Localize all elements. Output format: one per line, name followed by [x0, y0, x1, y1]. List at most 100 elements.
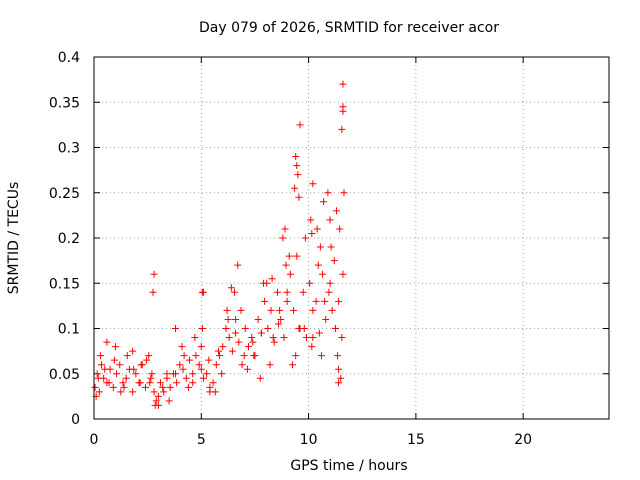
y-tick-label: 0.35 [49, 95, 80, 111]
data-points [91, 80, 348, 409]
data-point [163, 370, 171, 378]
data-point [241, 325, 249, 332]
data-point [334, 352, 342, 360]
data-point [280, 334, 288, 342]
data-point [225, 334, 233, 342]
data-point [95, 388, 103, 396]
data-point [240, 352, 248, 360]
data-point [176, 361, 184, 369]
data-point [110, 356, 118, 364]
data-point [337, 374, 345, 382]
data-point [105, 379, 113, 387]
data-point [267, 306, 275, 314]
data-point [308, 229, 316, 237]
data-point [166, 383, 174, 391]
data-point [324, 189, 332, 197]
data-point [149, 288, 157, 296]
data-point [250, 352, 258, 360]
data-point [180, 352, 188, 360]
data-point [296, 121, 304, 129]
data-point [335, 297, 343, 305]
data-point [235, 338, 243, 346]
data-point [339, 103, 347, 111]
data-point [119, 379, 127, 387]
y-tick-label: 0.4 [58, 50, 80, 66]
data-point [120, 383, 128, 391]
data-point [315, 329, 323, 337]
data-point [326, 216, 334, 224]
data-point [172, 370, 180, 378]
data-point [116, 361, 124, 369]
y-axis-label: SRMTID / TECUs [6, 182, 22, 295]
data-point [291, 184, 299, 192]
data-point [340, 189, 348, 197]
data-point [142, 383, 149, 391]
data-point [320, 198, 328, 206]
data-point [249, 338, 257, 346]
data-point [288, 361, 296, 369]
data-point [308, 343, 316, 351]
data-point [327, 243, 335, 251]
data-point [111, 343, 119, 351]
data-point [332, 207, 340, 215]
data-point [336, 225, 344, 233]
data-point [160, 388, 168, 396]
data-point [154, 392, 162, 400]
data-point [295, 193, 303, 201]
data-point [189, 379, 197, 387]
x-tick-label: 0 [90, 432, 99, 448]
data-point [117, 388, 125, 396]
data-point [222, 325, 230, 332]
data-point [322, 315, 330, 323]
data-point [293, 252, 301, 260]
data-point [339, 270, 347, 278]
data-point [302, 334, 310, 342]
data-point [130, 365, 138, 373]
data-point [197, 343, 205, 351]
data-point [206, 388, 214, 396]
data-point [248, 334, 256, 342]
data-point [275, 320, 283, 328]
data-point [273, 288, 281, 296]
data-point [328, 306, 336, 314]
y-tick-label: 0 [71, 412, 80, 428]
data-point [232, 315, 240, 323]
data-point [154, 401, 162, 409]
data-point [232, 329, 240, 337]
data-point [335, 379, 343, 387]
data-point [219, 343, 227, 351]
data-point [228, 347, 236, 355]
data-point [178, 343, 186, 351]
data-point [293, 162, 301, 170]
data-point [312, 297, 320, 305]
y-tick-label: 0.05 [49, 367, 80, 383]
data-point [143, 356, 151, 364]
data-point [122, 374, 130, 382]
data-point [266, 361, 274, 369]
data-point [123, 352, 131, 360]
data-point [276, 306, 284, 314]
data-point [173, 379, 181, 387]
data-point [98, 361, 106, 369]
data-point [137, 361, 145, 369]
data-point [321, 297, 329, 305]
data-point [316, 243, 324, 251]
data-point [214, 347, 222, 355]
data-point [264, 325, 272, 332]
data-point [299, 288, 307, 296]
data-point [283, 297, 291, 305]
data-point [331, 325, 339, 332]
data-point [195, 361, 203, 369]
data-point [282, 261, 290, 269]
data-point [191, 334, 199, 342]
data-point [129, 388, 137, 396]
data-point [330, 257, 338, 265]
chart-title: Day 079 of 2026, SRMTID for receiver aco… [199, 20, 499, 36]
data-point [268, 275, 276, 283]
data-point [91, 383, 99, 391]
data-point [292, 352, 300, 360]
x-tick-labels: 0 5 10 15 20 [90, 432, 533, 448]
data-point [286, 270, 294, 278]
